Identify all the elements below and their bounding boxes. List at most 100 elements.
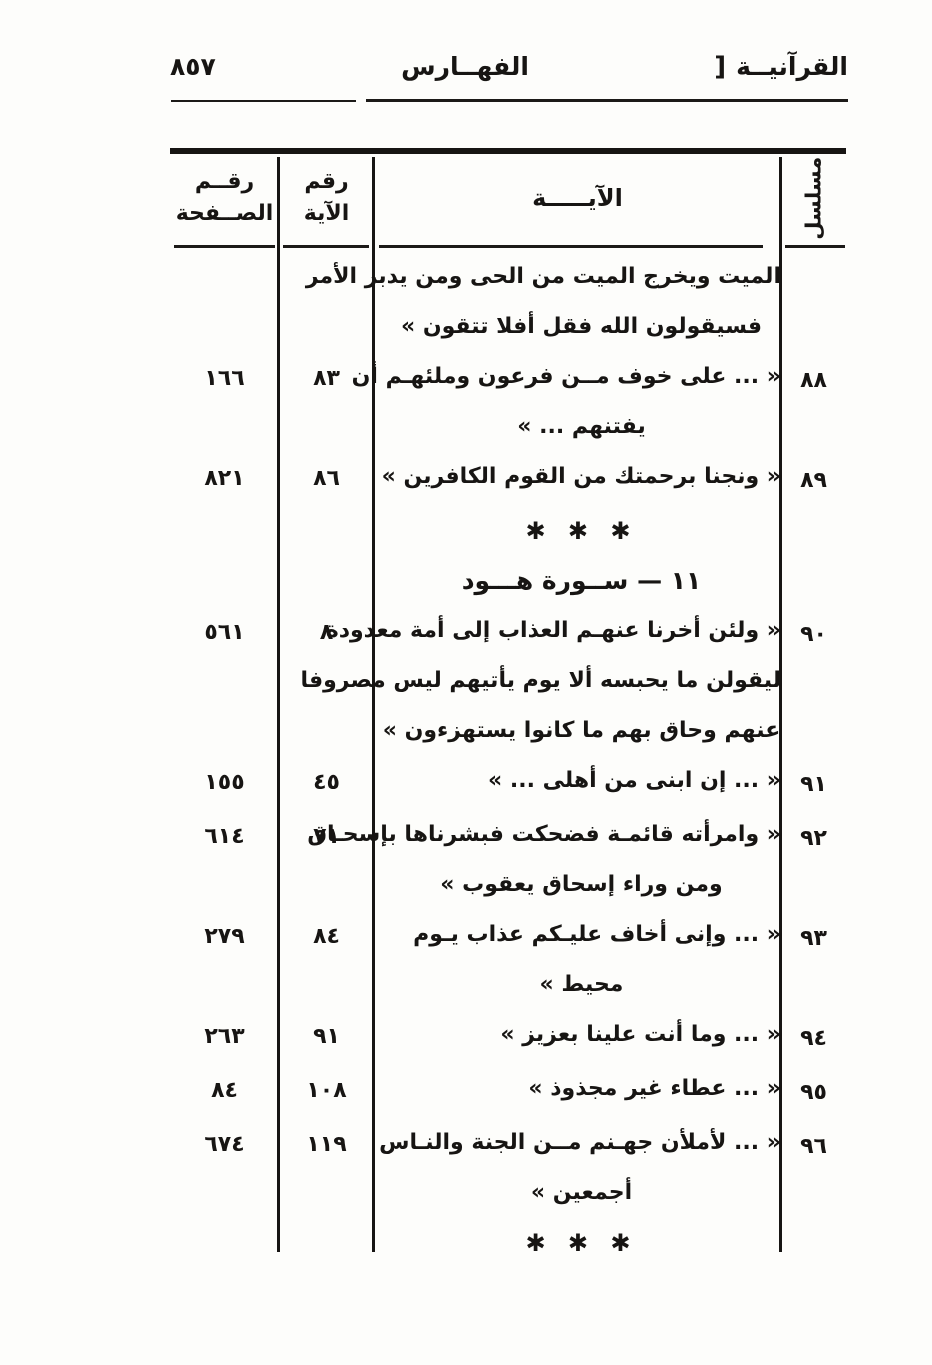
page-header-line1: رقــم [194, 169, 255, 195]
section-heading-row: ١١ — ســورة هـــود [170, 556, 846, 606]
table-body: الميت ويخرج الميت من الحى ومن يدبر الأمر… [170, 242, 846, 1268]
serial-cell: ٨٨ [800, 368, 827, 393]
ayah-cell: « ... على خوف مــن فرعون وملئهـم أن يفتن… [351, 352, 781, 452]
surah-heading: ١١ — ســورة هـــود [461, 566, 702, 595]
header-underline-verse [283, 245, 369, 248]
ayah-line: « وامرأته قائمـة فضحكت فبشرناها بإسحـاق [307, 822, 781, 847]
ayah-cell: « ... وما أنت علينا بعزيز » [374, 1010, 781, 1064]
ayah-line: « ولئن أخرنا عنهـم العذاب إلى أمة معدودة [325, 618, 781, 643]
ayah-cell: « ... إن ابنى من أهلى ... » [374, 756, 781, 810]
verse-number-cell: ٧١ [313, 824, 340, 849]
ayah-line: « ... إن ابنى من أهلى ... » [488, 768, 781, 793]
ayah-line: « ... عطاء غير مجذوذ » [528, 1076, 781, 1101]
serial-cell: ٩١ [800, 772, 827, 797]
col-header-page-number: رقــم الصــفحة [170, 154, 279, 242]
serial-header-rotated: مسلسل [801, 156, 826, 240]
col-header-serial: مسلسل [781, 154, 846, 242]
ayah-cell: « ... وإنى أخاف عليـكم عذاب يـوم محيط » [374, 910, 781, 1010]
page-number-cell [170, 1218, 279, 1268]
verse-header-line2: الآية [303, 201, 350, 226]
ayah-line: عنهم وحاق بهم ما كانوا يستهزءون » [382, 718, 781, 743]
header-underline-ayah [379, 245, 763, 248]
ayah-cell: « ولئن أخرنا عنهـم العذاب إلى أمة معدودة… [300, 606, 781, 756]
col-header-verse-number: رقم الآية [279, 154, 374, 242]
page-number-cell [170, 506, 279, 556]
verse-number-cell [279, 252, 374, 352]
separator-row: ✱ ✱ ✱ [170, 506, 846, 556]
book-title: القرآنيــة ] [714, 52, 848, 82]
page-number-cell: ٢٦٣ [204, 1024, 245, 1049]
page-number-cell: ٢٧٩ [204, 924, 245, 949]
ayah-line: الميت ويخرج الميت من الحى ومن يدبر الأمر [305, 264, 781, 289]
ayah-line: محيط » [539, 972, 624, 997]
page-number-cell: ٥٦١ [204, 620, 245, 645]
column-divider-verse-ayah [372, 157, 375, 1252]
verse-number-cell: ٨٤ [313, 924, 340, 949]
stars-separator: ✱ ✱ ✱ [525, 517, 638, 545]
verse-number-cell: ٨٣ [313, 366, 340, 391]
verse-number-cell: ٨٦ [313, 466, 340, 491]
ayah-header-text: الآيـــــة [532, 183, 623, 212]
table-row: ٩١ « ... إن ابنى من أهلى ... » ٤٥ ١٥٥ [170, 756, 846, 810]
verse-header-line1: رقم [304, 169, 349, 195]
table-row: ٩٢ « وامرأته قائمـة فضحكت فبشرناها بإسحـ… [170, 810, 846, 910]
page-number-cell: ٨٤ [211, 1078, 238, 1103]
page-number-cell: ١٥٥ [204, 770, 245, 795]
table-top-rule [170, 148, 846, 154]
head-rule-left [171, 100, 356, 102]
ayah-cell: الميت ويخرج الميت من الحى ومن يدبر الأمر… [305, 252, 781, 352]
table-header-row: مسلسل الآيـــــة رقم الآية رقــم الصــفح… [170, 154, 846, 242]
ayah-cell: « ... لأملأن جهـنم مــن الجنة والنـاس أج… [374, 1118, 781, 1218]
column-divider-page-verse [277, 157, 280, 1252]
serial-cell: ٩٤ [800, 1026, 827, 1051]
serial-cell: ٩٣ [800, 926, 827, 951]
table-row: ٩٦ « ... لأملأن جهـنم مــن الجنة والنـاس… [170, 1118, 846, 1218]
title-bracket: ] [714, 52, 727, 82]
ayah-line: أجمعين » [530, 1180, 633, 1205]
table-row: الميت ويخرج الميت من الحى ومن يدبر الأمر… [170, 252, 846, 352]
verse-number-cell: ١٠٨ [306, 1078, 347, 1103]
page-number-cell [170, 252, 279, 352]
table-row: ٨٨ « ... على خوف مــن فرعون وملئهـم أن ي… [170, 352, 846, 452]
serial-cell [781, 252, 846, 352]
verse-number-cell [279, 556, 374, 606]
ayah-cell: « ... عطاء غير مجذوذ » [374, 1064, 781, 1118]
serial-cell [781, 1218, 846, 1268]
ayah-line: « ... لأملأن جهـنم مــن الجنة والنـاس [379, 1130, 781, 1155]
serial-cell: ٩٥ [800, 1080, 827, 1105]
serial-cell: ٩٠ [800, 622, 827, 647]
serial-cell: ٩٢ [800, 826, 827, 851]
ayah-line: « ونجنا برحمتك من القوم الكافرين » [381, 464, 781, 489]
ayah-line: ومن وراء إسحاق يعقوب » [440, 872, 723, 897]
verse-number-cell: ٤٥ [313, 770, 340, 795]
table-row: ٩٠ « ولئن أخرنا عنهـم العذاب إلى أمة معد… [170, 606, 846, 756]
verse-number-cell [279, 1218, 374, 1268]
page-number-cell: ٦١٤ [204, 824, 245, 849]
ayah-line: « ... على خوف مــن فرعون وملئهـم أن [351, 364, 781, 389]
verse-number-cell: ٨ [319, 620, 334, 645]
page-number-cell: ٦٧٤ [204, 1132, 245, 1157]
ayah-line: يفتنهم ... » [517, 414, 646, 439]
stars-separator: ✱ ✱ ✱ [525, 1229, 638, 1257]
serial-cell: ٨٩ [800, 468, 827, 493]
page-number-cell [170, 556, 279, 606]
header-underline-serial [785, 245, 845, 248]
table-row: ٨٩ « ونجنا برحمتك من القوم الكافرين » ٨٦… [170, 452, 846, 506]
page-number: ٨٥٧ [170, 52, 216, 81]
serial-cell [781, 556, 846, 606]
table-row: ٩٤ « ... وما أنت علينا بعزيز » ٩١ ٢٦٣ [170, 1010, 846, 1064]
ayah-cell: « وامرأته قائمـة فضحكت فبشرناها بإسحـاق … [307, 810, 781, 910]
verse-number-cell: ١١٩ [306, 1132, 347, 1157]
serial-cell [781, 506, 846, 556]
table-row: ٩٣ « ... وإنى أخاف عليـكم عذاب يـوم محيط… [170, 910, 846, 1010]
running-head: القرآنيــة ] الفهــارس ٨٥٧ [170, 52, 848, 82]
ayah-line: ليقولن ما يحبسه ألا يوم يأتيهم ليس مصروف… [300, 668, 781, 693]
ayah-line: « ... وما أنت علينا بعزيز » [500, 1022, 781, 1047]
page-number-cell: ١٦٦ [204, 366, 245, 391]
table-row: ٩٥ « ... عطاء غير مجذوذ » ١٠٨ ٨٤ [170, 1064, 846, 1118]
ayah-line: فسيقولون الله فقل أفلا تتقون » [400, 314, 763, 339]
ayah-cell: ١١ — ســورة هـــود [374, 556, 781, 606]
serial-cell: ٩٦ [800, 1134, 827, 1159]
book-title-text: القرآنيــة [736, 52, 848, 81]
